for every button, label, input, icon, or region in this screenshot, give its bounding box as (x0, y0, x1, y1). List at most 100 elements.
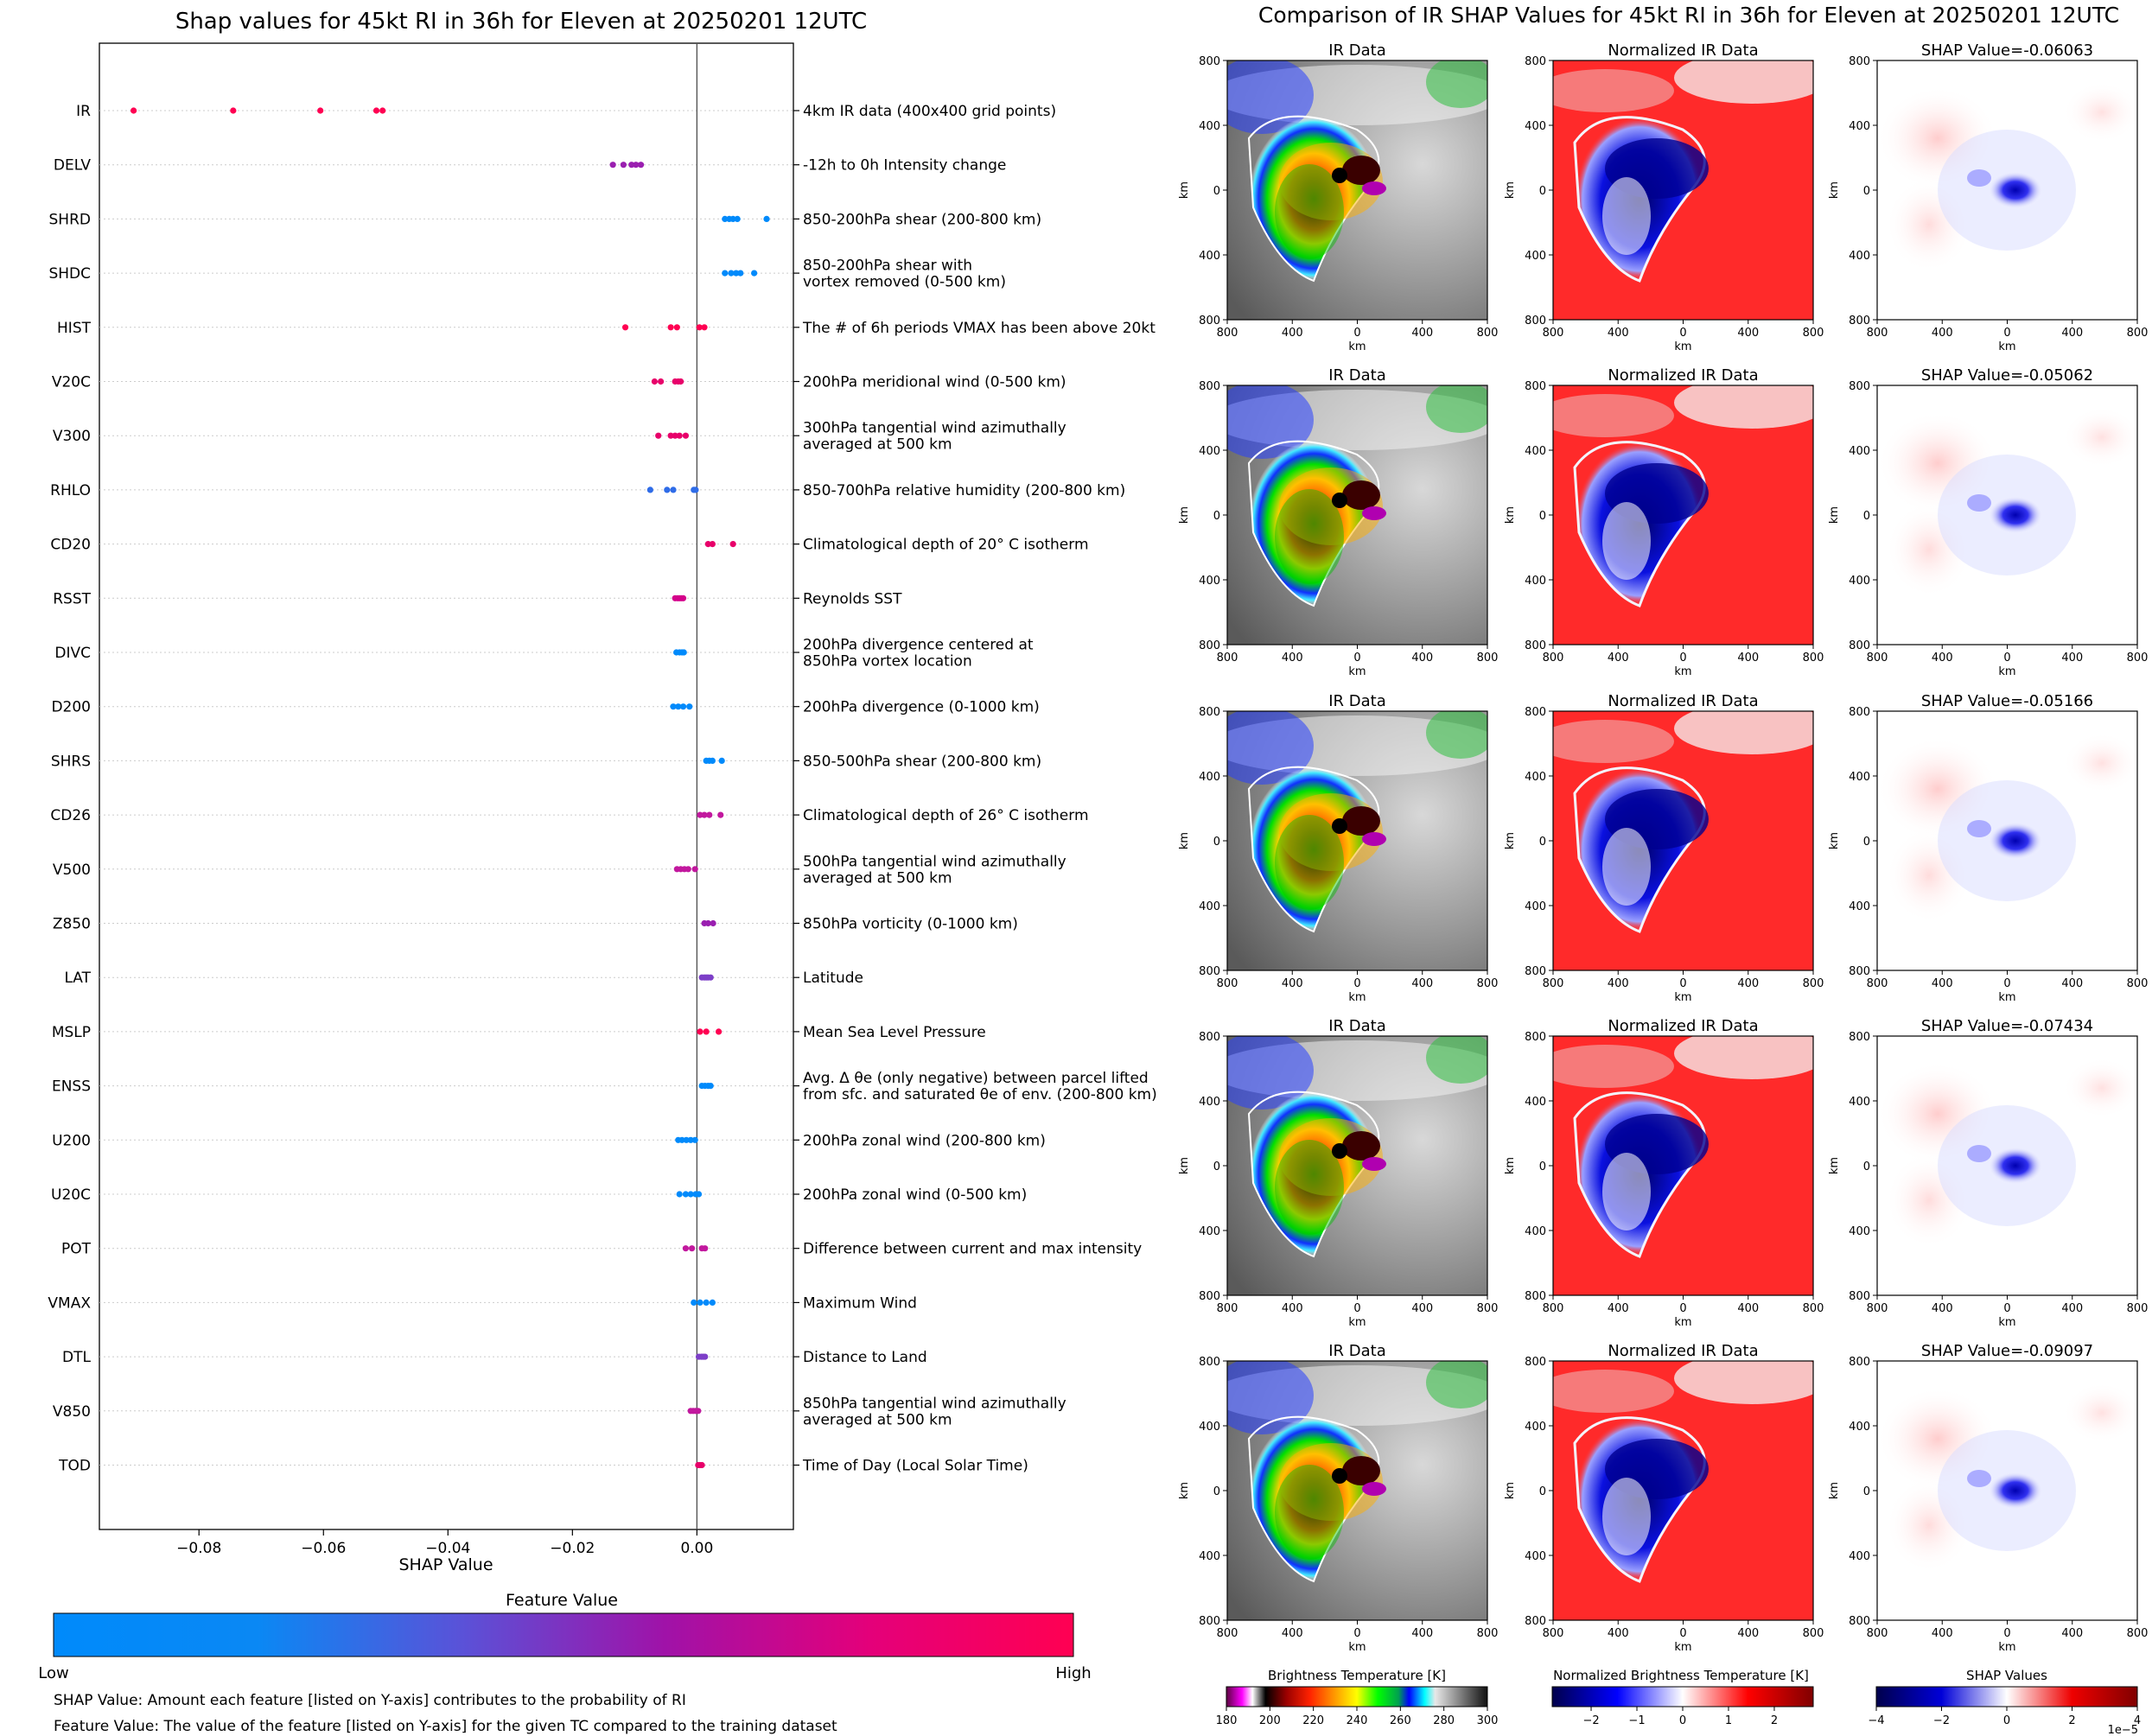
point-mslp-1 (697, 1028, 704, 1035)
feature-desc-enss-line2: from sfc. and saturated θe of env. (200-… (803, 1086, 1157, 1103)
map-ytick-label: 800 (1199, 639, 1220, 652)
feature-desc-d200: 200hPa divergence (0-1000 km) (803, 699, 1040, 716)
colorbar-tick-label: 2 (2068, 1714, 2075, 1727)
point-shdc-2 (728, 270, 735, 277)
map-ytick-label: 800 (1525, 639, 1546, 652)
map-xtick-label: 800 (1543, 327, 1564, 340)
shap-map-title-2: SHAP Value=-0.05062 (1921, 366, 2093, 385)
feature-label-z850: Z850 (53, 916, 91, 933)
map-xaxis-label: km (1998, 665, 2015, 678)
feature-label-v500: V500 (53, 862, 91, 879)
map-ytick-label: 800 (1199, 1290, 1220, 1303)
map-xaxis-label: km (1674, 991, 1691, 1004)
colorbar-tick-label: −4 (1868, 1714, 1884, 1727)
footnote-feature: Feature Value: The value of the feature … (54, 1718, 837, 1735)
shap-map-panel-4: SHAP Value=-0.07434800800400400004004008… (1828, 1017, 2148, 1329)
map-ytick-label: 400 (1525, 1096, 1546, 1109)
colorbar-tick-label: 260 (1390, 1714, 1411, 1727)
point-pot-4 (702, 1245, 709, 1252)
x-axis-ticks: −0.08 −0.06 −0.04 −0.02 0.00 (176, 1529, 713, 1557)
point-vmax-4 (709, 1299, 716, 1306)
point-cd26-3 (706, 811, 713, 818)
map-ytick-label: 0 (1213, 185, 1220, 198)
colorbar-low-label: Low (38, 1664, 68, 1682)
point-v500-4 (684, 866, 691, 873)
point-u20c-1 (676, 1191, 683, 1198)
point-v850-4 (695, 1408, 702, 1415)
feature-desc-divc-line1: 200hPa divergence centered at (803, 637, 1034, 654)
map-xtick-label: 400 (2061, 652, 2083, 665)
feature-desc-v500-line1: 500hPa tangential wind azimuthally (803, 853, 1066, 870)
map-xtick-label: 800 (1803, 1627, 1824, 1640)
map-xtick-label: 400 (1737, 327, 1759, 340)
x-axis-label: SHAP Value (398, 1555, 493, 1574)
map-xtick-label: 400 (1932, 1302, 1953, 1315)
map-xaxis-label: km (1998, 1316, 2015, 1329)
point-v300-3 (672, 432, 678, 439)
normalized-ir-title-2: Normalized IR Data (1608, 366, 1758, 385)
map-yaxis-label: km (1178, 1157, 1191, 1174)
point-d200-3 (679, 703, 687, 710)
feature-desc-shdc-line1: 850-200hPa shear with (803, 258, 972, 275)
map-ytick-label: 400 (1849, 445, 1870, 458)
feature-desc-rsst: Reynolds SST (803, 590, 902, 607)
map-xtick-label: 400 (1932, 327, 1953, 340)
map-ytick-label: 0 (1213, 1485, 1220, 1498)
point-shrs-3 (709, 757, 716, 765)
map-ytick-label: 0 (1863, 185, 1870, 198)
feature-desc-shrd: 850-200hPa shear (200-800 km) (803, 211, 1041, 228)
map-xtick-label: 0 (2003, 1302, 2010, 1315)
map-yaxis-label: km (1178, 181, 1191, 199)
map-yaxis-label: km (1178, 1482, 1191, 1499)
map-xtick-label: 400 (2061, 1627, 2083, 1640)
x-tick-label-1: −0.08 (176, 1540, 221, 1557)
map-ytick-label: 400 (1199, 1421, 1220, 1434)
point-u20c-3 (687, 1191, 694, 1198)
shap-map-title-4: SHAP Value=-0.07434 (1921, 1017, 2093, 1035)
map-xtick-label: 400 (1737, 1302, 1759, 1315)
map-xtick-label: 800 (1477, 1627, 1499, 1640)
feature-label-v300: V300 (53, 428, 91, 445)
map-ytick-label: 800 (1199, 706, 1220, 719)
feature-label-rhlo: RHLO (50, 482, 91, 499)
map-yaxis-label: km (1504, 506, 1517, 524)
map-xtick-label: 800 (1867, 327, 1888, 340)
ir-panel-grid: IR Data80080040040000400400800800kmkmNor… (1178, 41, 2148, 1654)
map-ytick-label: 400 (1849, 250, 1870, 263)
feature-desc-z850: 850hPa vorticity (0-1000 km) (803, 916, 1018, 933)
feature-label-delv: DELV (54, 157, 91, 175)
map-xtick-label: 800 (1803, 327, 1824, 340)
feature-label-shdc: SHDC (48, 265, 91, 283)
feature-label-u200: U200 (52, 1132, 91, 1149)
feature-desc-v20c: 200hPa meridional wind (0-500 km) (803, 374, 1066, 391)
point-lat-5 (707, 974, 714, 981)
normalized-ir-title-4: Normalized IR Data (1608, 1017, 1758, 1035)
map-ytick-label: 800 (1199, 1615, 1220, 1628)
point-ir-4 (372, 107, 380, 114)
feature-label-cd26: CD26 (50, 807, 91, 824)
point-cd26-2 (701, 811, 708, 818)
point-v20c-5 (678, 378, 684, 385)
point-rsst-5 (679, 595, 687, 601)
map-xtick-label: 400 (1411, 652, 1433, 665)
x-tick-label-5: 0.00 (680, 1540, 713, 1557)
map-ytick-label: 400 (1525, 1421, 1546, 1434)
point-z850-2 (704, 919, 711, 927)
colorbar-tick-label: 280 (1433, 1714, 1455, 1727)
map-xtick-label: 400 (2061, 1302, 2083, 1315)
point-mslp-3 (715, 1028, 723, 1035)
map-xtick-label: 0 (1679, 1302, 1686, 1315)
map-ytick-label: 800 (1849, 1290, 1870, 1303)
map-yaxis-label: km (1828, 1157, 1841, 1174)
point-cd26-4 (717, 811, 724, 818)
map-ytick-label: 0 (1863, 510, 1870, 523)
map-ytick-label: 400 (1525, 900, 1546, 913)
feature-label-tod: TOD (58, 1458, 91, 1475)
map-ytick-label: 800 (1849, 1031, 1870, 1044)
point-cd26-1 (697, 811, 704, 818)
colorbar-tick-label: 220 (1302, 1714, 1324, 1727)
map-xtick-label: 0 (1679, 652, 1686, 665)
point-v300-4 (676, 432, 683, 439)
map-ytick-label: 800 (1199, 55, 1220, 68)
